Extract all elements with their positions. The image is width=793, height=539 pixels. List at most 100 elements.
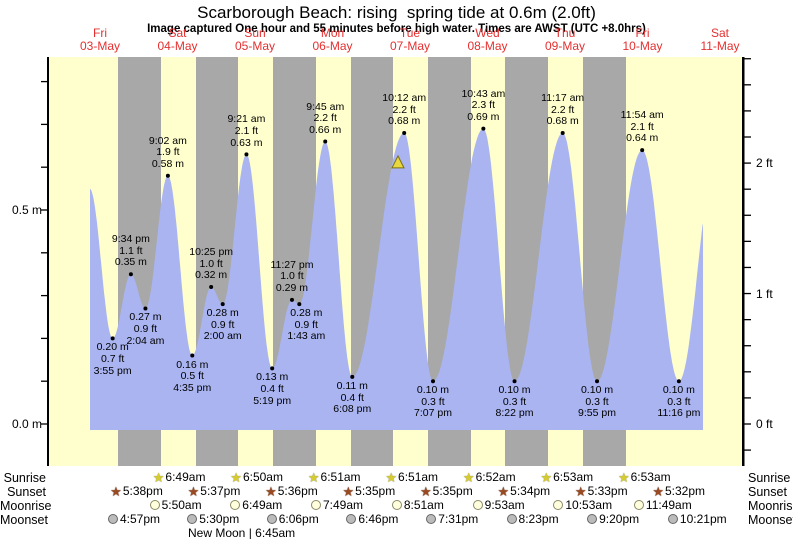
tide-annotation: 0.20 m 0.7 ft 3:55 pm [67,342,159,377]
day-label: Tue 07-May [374,27,446,52]
sun-moon-time: 5:36pm [277,484,318,498]
tide-annotation-line: 0.5 ft [180,370,204,383]
sun-moon-time: 6:52am [475,470,516,484]
sunset-star-icon: ★ [265,483,277,499]
tide-annotation-line: 0.10 m [416,384,450,397]
sunrise-star-icon: ★ [540,469,553,485]
tide-extreme-dot [350,374,355,379]
sun-moon-time: 10:21pm [679,512,727,526]
tide-annotation-line: 1.9 ft [156,146,180,159]
y-axis-label-right: 2 ft [756,156,773,171]
day-name: Mon [320,26,345,40]
tide-annotation-line: 0.3 ft [421,395,445,408]
tide-annotation-line: 1.0 ft [199,257,223,270]
moonset-icon [426,514,437,524]
sunset-star-icon: ★ [342,483,355,499]
sun-moon-time: 5:33pm [587,484,628,498]
tide-annotation-line: 0.20 m [96,341,129,354]
tide-annotation-line: 8:22 pm [495,407,534,420]
sunrise-star-icon: ★ [152,469,165,485]
sun-moon-event: 9:53am [472,498,525,512]
tide-annotation-line: 1:43 am [287,330,326,343]
moonrise-icon [149,500,160,510]
moonset-icon [346,514,357,524]
sun-moon-event: ★ 5:35pm [420,484,473,498]
sunset-star-icon: ★ [652,483,664,499]
sun-moon-time: 6:51am [398,470,439,484]
tide-annotation: 10:12 am 2.2 ft 0.68 m [358,92,450,128]
tide-extreme-dot [128,272,133,277]
tide-annotation-line: 2:04 am [126,334,165,347]
tide-annotation: 0.27 m 0.9 ft 2:04 am [99,312,191,347]
sun-moon-event: 7:49am [311,498,363,512]
sun-moon-time: 6:46pm [358,512,399,526]
tide-annotation-line: 2:00 am [203,330,242,343]
tide-annotation-line: 11:17 am [541,91,585,104]
sun-moon-event: 9:20pm [587,512,639,526]
tide-extreme-dot [244,152,249,157]
sun-moon-event: 8:51am [391,498,444,512]
sunset-star-icon: ★ [187,483,200,499]
tide-annotation-line: 0.4 ft [260,382,284,395]
moonset-icon [667,514,678,524]
sunrise-star-icon: ★ [385,469,398,485]
sun-moon-event: 4:57pm [107,512,161,526]
sun-moon-time: 5:30pm [199,512,240,526]
tide-extreme-dot [323,139,328,144]
right-axis [742,57,745,466]
tide-annotation: 11:17 am 2.2 ft 0.68 m [517,91,609,128]
sun-moon-time: 5:35pm [355,484,396,498]
tide-annotation-line: 0.16 m [176,358,209,371]
tide-annotation-line: 0.4 ft [340,391,364,404]
row-label-right-moonrise: Moonrise [748,499,793,513]
sun-moon-time: 5:34pm [510,484,551,498]
sun-moon-time: 5:32pm [665,484,706,498]
tide-annotation-line: 9:45 am [306,100,345,113]
sunrise-star-icon: ★ [617,469,630,485]
day-date: 11-May [700,38,740,53]
sun-moon-time: 6:49am [165,470,206,484]
sun-moon-time: 7:31pm [438,512,479,526]
day-name: Sat [168,26,187,40]
sun-moon-event: ★ 5:33pm [575,484,628,498]
tide-annotation-line: 0.9 ft [294,318,318,331]
day-date: 10-May [622,38,663,53]
sun-moon-event: 6:06pm [266,512,319,526]
sun-moon-time: 6:53am [630,470,671,484]
sun-moon-event: ★ 6:49am [153,470,206,484]
tide-annotation-line: 2.2 ft [313,112,337,125]
tide-extreme-dot [270,366,275,371]
tide-annotation-line: 2.1 ft [234,124,259,137]
tide-annotation-line: 1.0 ft [280,270,304,283]
tide-annotation-line: 0.68 m [388,115,421,128]
day-label: Fri 03-May [64,27,136,52]
tide-annotation: 10:43 am 2.3 ft 0.69 m [437,88,529,124]
day-name: Wed [475,26,500,40]
tide-annotation: 11:54 am 2.1 ft 0.64 m [596,109,688,145]
day-date: 05-May [234,38,275,53]
sun-moon-event: 5:50am [149,498,202,512]
tide-annotation: 0.16 m 0.5 ft 4:35 pm [146,358,238,395]
sun-moon-time: 6:53am [553,470,594,484]
y-axis-label-right: 0 ft [756,417,773,431]
sun-moon-time: 4:57pm [119,512,161,526]
tide-annotation-line: 2.1 ft [630,120,654,133]
day-label: Wed 08-May [452,27,524,52]
sun-moon-event: 8:23pm [506,512,559,526]
sun-moon-time: 6:51am [320,470,361,484]
tide-annotation-line: 0.28 m [290,307,323,320]
sun-moon-event: ★ 5:34pm [497,484,550,498]
tide-annotation-line: 0.10 m [662,384,695,397]
tide-extreme-dot [190,353,195,358]
sun-moon-event: ★ 5:38pm [110,484,163,498]
day-date: 09-May [544,38,585,53]
tide-annotation-line: 2.2 ft [392,103,416,116]
tide-extreme-dot [481,126,486,131]
tide-annotation: 0.10 m 0.3 ft 11:16 pm [633,385,725,420]
moonrise-icon [230,500,241,510]
sun-moon-event: 7:31pm [426,512,478,526]
sun-moon-event: ★ 5:36pm [265,484,318,498]
tide-extreme-dot [402,130,407,135]
sun-moon-event: 11:49am [633,498,692,512]
tide-extreme-dot [209,285,214,290]
